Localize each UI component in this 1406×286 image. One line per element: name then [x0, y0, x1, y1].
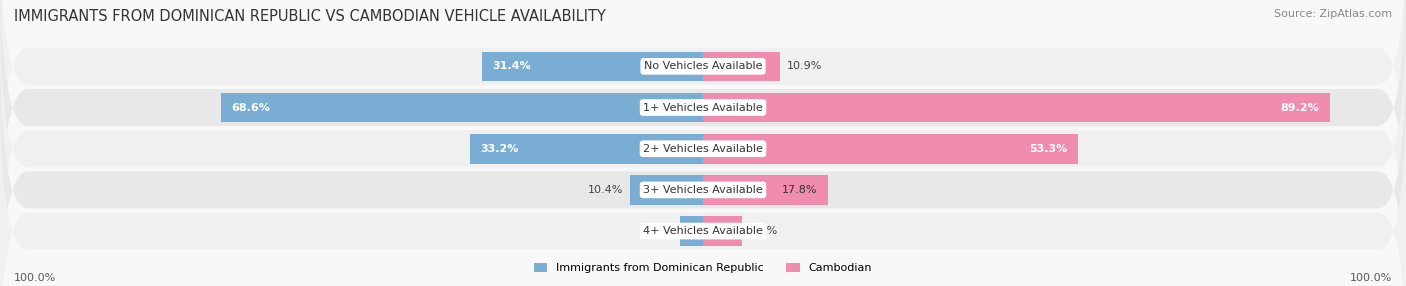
- Text: 31.4%: 31.4%: [494, 61, 531, 71]
- Bar: [703, 93, 1330, 122]
- Text: 100.0%: 100.0%: [14, 273, 56, 283]
- Text: 5.5%: 5.5%: [749, 226, 778, 236]
- Bar: [703, 216, 742, 246]
- Text: 53.3%: 53.3%: [1029, 144, 1067, 154]
- Text: 33.2%: 33.2%: [481, 144, 519, 154]
- Legend: Immigrants from Dominican Republic, Cambodian: Immigrants from Dominican Republic, Camb…: [530, 258, 876, 278]
- Bar: [221, 93, 703, 122]
- Text: 17.8%: 17.8%: [782, 185, 818, 195]
- Text: No Vehicles Available: No Vehicles Available: [644, 61, 762, 71]
- Text: 3.3%: 3.3%: [644, 226, 672, 236]
- Bar: [630, 175, 703, 205]
- Text: 100.0%: 100.0%: [1350, 273, 1392, 283]
- FancyBboxPatch shape: [0, 85, 1406, 286]
- Text: 4+ Vehicles Available: 4+ Vehicles Available: [643, 226, 763, 236]
- Text: 68.6%: 68.6%: [232, 103, 270, 112]
- Text: 10.4%: 10.4%: [588, 185, 623, 195]
- Text: 3+ Vehicles Available: 3+ Vehicles Available: [643, 185, 763, 195]
- Bar: [703, 175, 828, 205]
- FancyBboxPatch shape: [0, 0, 1406, 254]
- Text: Source: ZipAtlas.com: Source: ZipAtlas.com: [1274, 9, 1392, 19]
- Text: IMMIGRANTS FROM DOMINICAN REPUBLIC VS CAMBODIAN VEHICLE AVAILABILITY: IMMIGRANTS FROM DOMINICAN REPUBLIC VS CA…: [14, 9, 606, 23]
- Bar: [482, 51, 703, 81]
- Text: 10.9%: 10.9%: [787, 61, 823, 71]
- Text: 2+ Vehicles Available: 2+ Vehicles Available: [643, 144, 763, 154]
- FancyBboxPatch shape: [0, 0, 1406, 212]
- Bar: [703, 51, 779, 81]
- Bar: [681, 216, 703, 246]
- Text: 1+ Vehicles Available: 1+ Vehicles Available: [643, 103, 763, 112]
- Bar: [703, 134, 1078, 164]
- Text: 89.2%: 89.2%: [1281, 103, 1319, 112]
- FancyBboxPatch shape: [0, 44, 1406, 286]
- FancyBboxPatch shape: [0, 3, 1406, 286]
- Bar: [470, 134, 703, 164]
